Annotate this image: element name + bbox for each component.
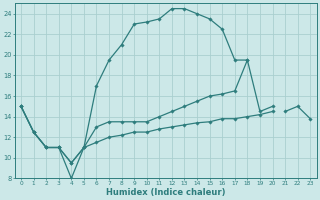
- X-axis label: Humidex (Indice chaleur): Humidex (Indice chaleur): [106, 188, 225, 197]
